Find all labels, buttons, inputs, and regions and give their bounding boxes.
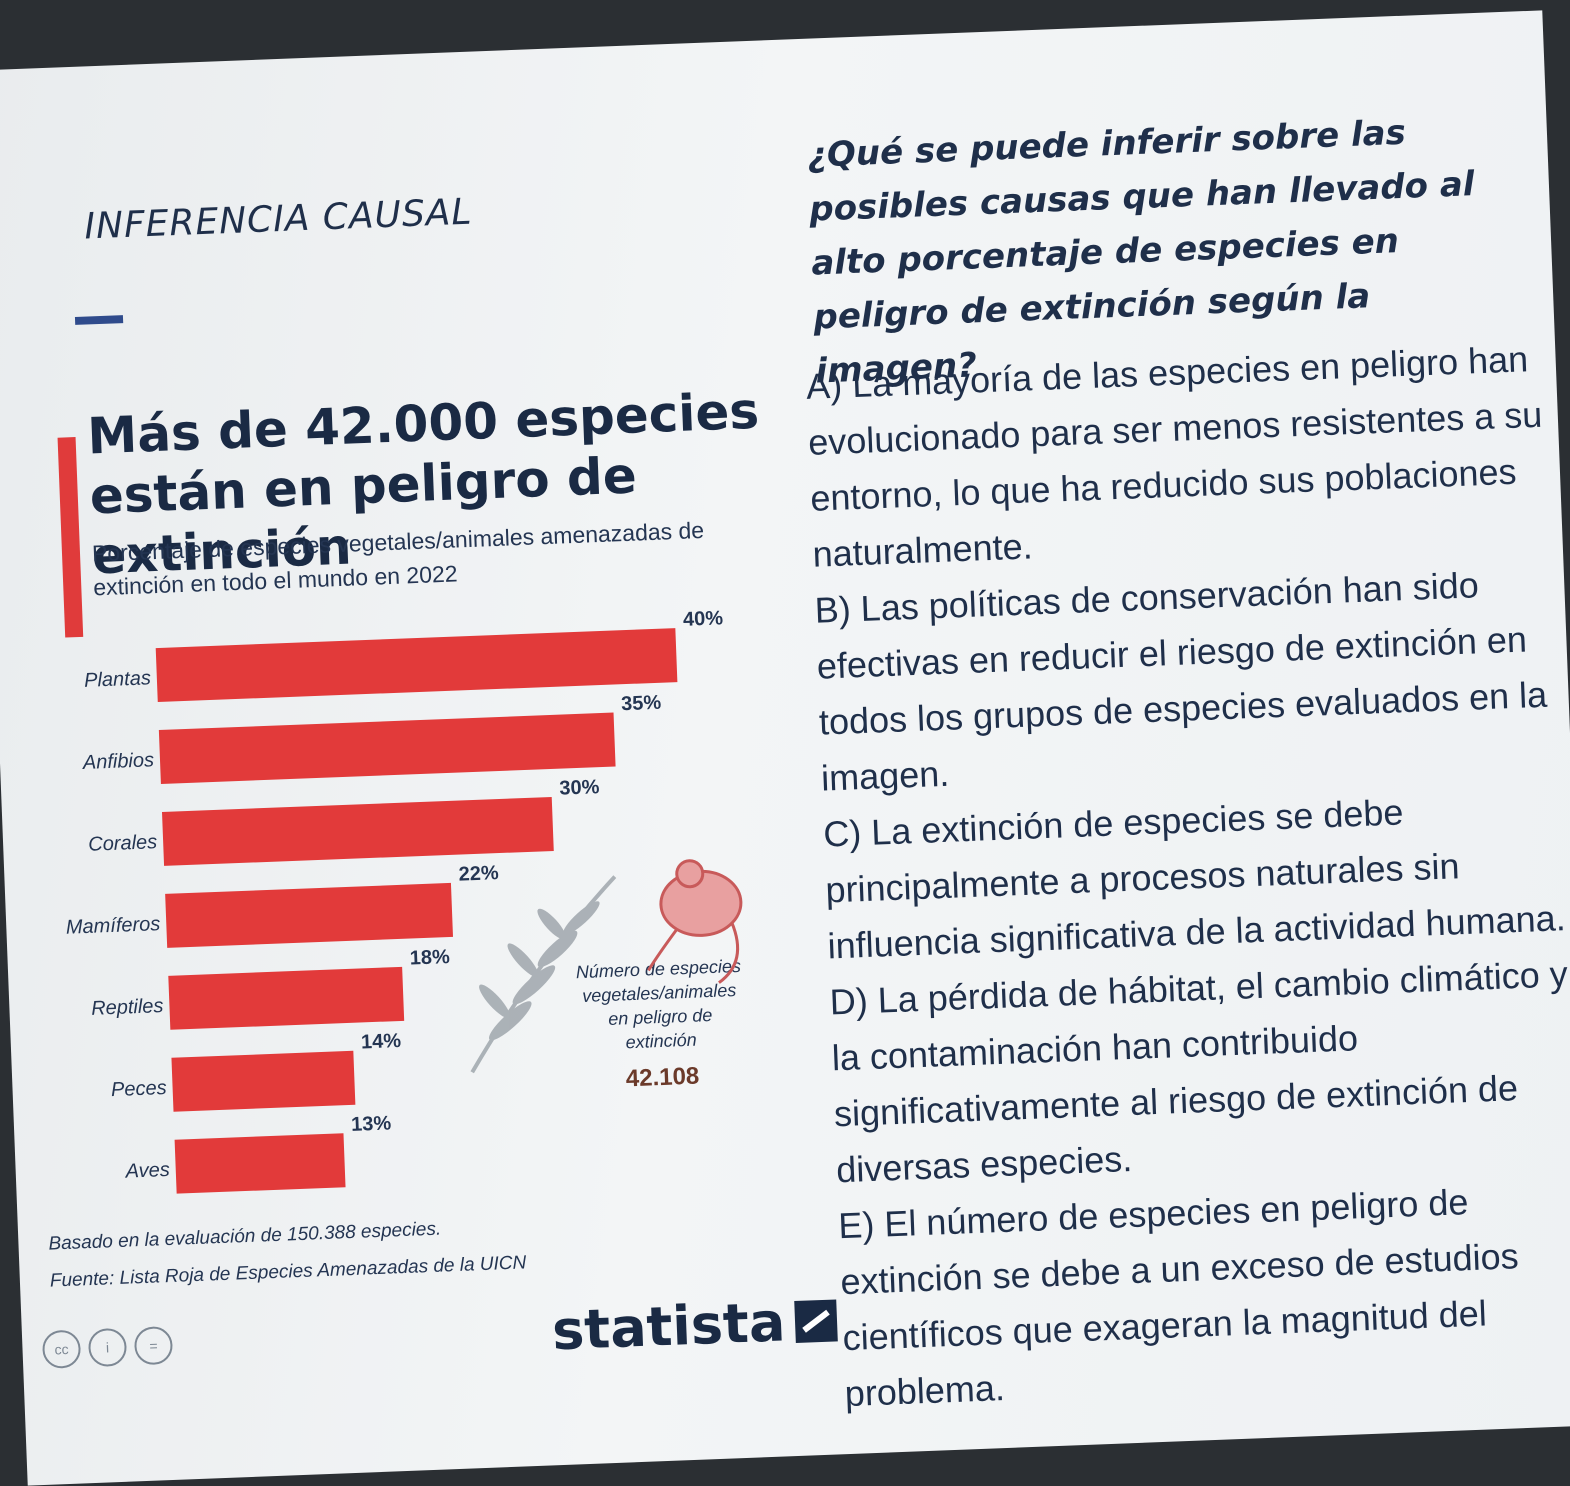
bar-aves — [174, 1133, 346, 1194]
statista-logo: statista — [551, 1288, 838, 1362]
category-label: Anfibios — [81, 749, 154, 774]
option-b: B) Las políticas de conservación han sid… — [813, 564, 1548, 799]
category-label: Corales — [88, 831, 158, 856]
brand-name: statista — [550, 1290, 787, 1363]
frog-fern-illustration — [470, 859, 743, 1074]
option-a: A) La mayoría de las especies en peligro… — [805, 338, 1543, 575]
chart-note: Basado en la evaluación de 150.388 espec… — [48, 1218, 442, 1255]
bar-plantas — [155, 628, 678, 703]
statista-mark-icon — [794, 1298, 838, 1343]
slide-title: INFERENCIA CAUSAL — [83, 191, 474, 248]
license-icons: cc i = — [41, 1325, 174, 1369]
category-label: Plantas — [84, 667, 152, 692]
cc-icon: cc — [41, 1329, 82, 1369]
category-label: Reptiles — [91, 995, 164, 1020]
answer-options: A) La mayoría de las especies en peligro… — [805, 331, 1570, 1423]
value-label: 14% — [361, 1030, 402, 1054]
frog-icon — [647, 859, 743, 984]
title-accent-bar — [74, 315, 124, 325]
chart-source: Fuente: Lista Roja de Especies Amenazada… — [49, 1252, 527, 1292]
option-c: C) La extinción de especies se debe prin… — [822, 791, 1567, 967]
annotation-label: extinción — [625, 1030, 697, 1053]
projected-slide: INFERENCIA CAUSAL Más de 42.000 especies… — [0, 10, 1570, 1486]
bar-corales — [161, 796, 554, 866]
value-label: 35% — [621, 692, 662, 716]
category-label: Aves — [124, 1159, 170, 1183]
value-label: 40% — [683, 607, 724, 631]
value-label: 30% — [559, 776, 600, 800]
fern-icon — [470, 875, 617, 1074]
category-label: Peces — [111, 1077, 167, 1101]
option-d: D) La pérdida de hábitat, el cambio clim… — [828, 953, 1569, 1191]
bar-anfibios — [158, 712, 616, 784]
value-label: 18% — [409, 946, 450, 970]
bar-peces — [171, 1050, 356, 1112]
bar-chart: Plantas 40% Anfibios 35% Corales 30% Mamíferos… — [65, 607, 741, 1194]
annotation-label: en peligro de — [608, 1005, 713, 1029]
annotation-value: 42.108 — [625, 1063, 699, 1093]
option-e: E) El número de especies en peligro de e… — [837, 1181, 1520, 1415]
value-label: 13% — [351, 1112, 392, 1136]
bar-mamíferos — [165, 882, 454, 948]
chart-accent-stripe — [57, 437, 84, 638]
attribution-icon: i — [87, 1327, 128, 1368]
category-label: Mamíferos — [65, 913, 160, 939]
bar-reptiles — [168, 966, 405, 1030]
no-derivatives-icon: = — [133, 1325, 174, 1366]
value-label: 22% — [458, 862, 499, 886]
